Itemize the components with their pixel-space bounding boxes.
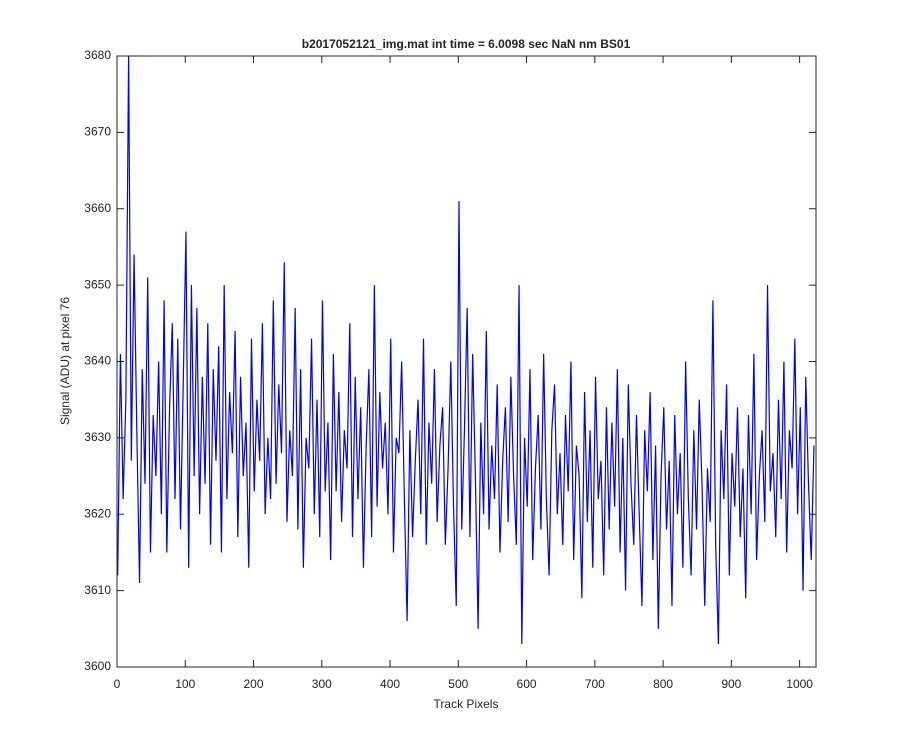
x-tick-label: 500 — [448, 677, 468, 691]
x-tick-label: 800 — [653, 677, 673, 691]
y-tick-label: 3640 — [84, 354, 111, 368]
x-axis-label: Track Pixels — [434, 697, 499, 711]
y-axis-label: Signal (ADU) at pixel 76 — [58, 297, 72, 425]
x-tick-label: 200 — [244, 677, 264, 691]
y-tick-label: 3680 — [84, 48, 111, 62]
chart-title: b2017052121_img.mat int time = 6.0098 se… — [302, 37, 631, 51]
data-line — [117, 55, 815, 645]
y-tick-label: 3610 — [84, 583, 111, 597]
x-tick-label: 600 — [517, 677, 537, 691]
axes-box — [116, 55, 817, 668]
x-tick-label: 100 — [175, 677, 195, 691]
x-tick-label: 700 — [585, 677, 605, 691]
x-tick-label: 1000 — [786, 677, 813, 691]
x-tick-label: 300 — [312, 677, 332, 691]
y-tick-label: 3620 — [84, 506, 111, 520]
y-tick-label: 3670 — [84, 125, 111, 139]
x-tick-label: 0 — [114, 677, 121, 691]
y-tick-label: 3660 — [84, 201, 111, 215]
y-tick-label: 3650 — [84, 277, 111, 291]
y-tick-label: 3630 — [84, 430, 111, 444]
x-tick-label: 900 — [721, 677, 741, 691]
x-tick-label: 400 — [380, 677, 400, 691]
y-tick-label: 3600 — [84, 659, 111, 673]
